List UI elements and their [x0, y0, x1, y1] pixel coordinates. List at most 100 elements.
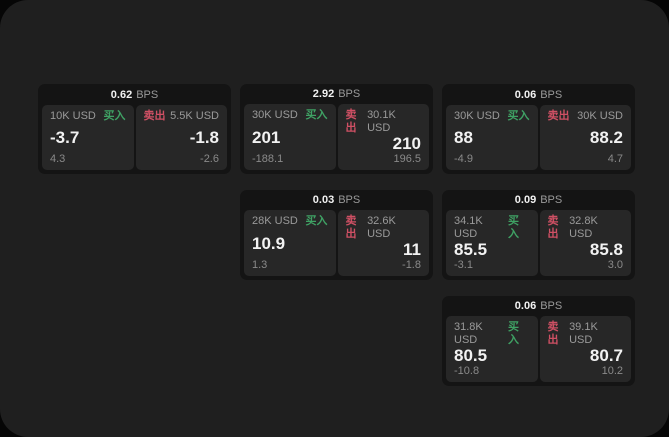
sell-tile[interactable]: 卖出 30.1K USD 210 196.5 — [337, 104, 429, 170]
sell-delta: -2.6 — [200, 153, 219, 165]
sell-tile[interactable]: 卖出 32.6K USD 11 -1.8 — [337, 210, 429, 276]
quote-tiles: 30K USD 买入 88 -4.9 卖出 30K USD 88.2 4.7 — [442, 105, 635, 174]
sell-price: 80.7 — [589, 346, 623, 365]
sell-tile-top: 卖出 32.8K USD — [548, 215, 624, 241]
quote-card-header: 0.09 BPS — [442, 190, 635, 210]
sell-side-label: 卖出 — [547, 110, 570, 122]
buy-side-label: 买入 — [103, 110, 126, 122]
sell-tile[interactable]: 卖出 39.1K USD 80.7 10.2 — [539, 316, 631, 382]
buy-delta: 4.3 — [50, 153, 66, 165]
sell-delta: -1.8 — [402, 259, 421, 271]
quote-tiles: 10K USD 买入 -3.7 4.3 卖出 5.5K USD -1.8 -2.… — [38, 105, 231, 174]
buy-side-label: 买入 — [507, 215, 519, 240]
buy-tile-top: 30K USD 买入 — [454, 110, 530, 123]
sell-price: 11 — [403, 240, 421, 259]
bps-suffix-label: BPS — [338, 88, 361, 100]
buy-delta: -10.8 — [454, 365, 480, 377]
quote-card: 0.09 BPS 34.1K USD 买入 85.5 -3.1 卖出 32.8K… — [442, 190, 635, 280]
quote-card-header: 0.62 BPS — [38, 84, 231, 105]
sell-tile-top: 卖出 30K USD — [548, 110, 624, 123]
quote-tiles: 30K USD 买入 201 -188.1 卖出 30.1K USD 210 1… — [240, 104, 433, 174]
quote-card: 0.03 BPS 28K USD 买入 10.9 1.3 卖出 32.6K US… — [240, 190, 433, 280]
quote-card: 0.06 BPS 31.8K USD 买入 80.5 -10.8 卖出 39.1… — [442, 296, 635, 386]
sell-delta: 3.0 — [607, 259, 623, 271]
quote-card-header: 0.06 BPS — [442, 84, 635, 105]
sell-side-label: 卖出 — [345, 215, 357, 240]
sell-notional: 39.1K USD — [569, 321, 598, 346]
buy-tile-top: 31.8K USD 买入 — [454, 321, 530, 347]
sell-tile[interactable]: 卖出 5.5K USD -1.8 -2.6 — [135, 105, 227, 170]
buy-notional: 30K USD — [454, 110, 500, 122]
sell-side-label: 卖出 — [345, 109, 357, 134]
sell-tile-top: 卖出 5.5K USD — [144, 110, 220, 123]
buy-price: -3.7 — [50, 128, 80, 147]
buy-delta: -4.9 — [454, 153, 473, 165]
buy-tile-top: 28K USD 买入 — [252, 215, 328, 228]
quote-tiles: 28K USD 买入 10.9 1.3 卖出 32.6K USD 11 -1.8 — [240, 210, 433, 280]
buy-price: 88 — [454, 128, 473, 147]
sell-delta: 196.5 — [393, 153, 421, 165]
bps-suffix-label: BPS — [540, 88, 563, 101]
bps-value: 0.62 — [110, 88, 133, 101]
buy-notional: 31.8K USD — [454, 321, 483, 346]
sell-notional: 30K USD — [577, 110, 623, 122]
buy-notional: 10K USD — [50, 110, 96, 122]
bps-value: 0.03 — [312, 194, 335, 206]
sell-side-label: 卖出 — [547, 215, 559, 240]
buy-price: 10.9 — [252, 233, 286, 253]
sell-tile[interactable]: 卖出 30K USD 88.2 4.7 — [539, 105, 631, 170]
buy-price: 85.5 — [454, 240, 488, 259]
bps-suffix-label: BPS — [338, 194, 361, 206]
sell-price: 85.8 — [589, 240, 623, 259]
buy-delta: 1.3 — [252, 259, 268, 271]
buy-side-label: 买入 — [507, 110, 530, 122]
sell-tile-top: 卖出 32.6K USD — [346, 215, 422, 241]
sell-notional: 32.8K USD — [569, 215, 598, 240]
buy-side-label: 买入 — [507, 321, 519, 346]
bps-value: 2.92 — [312, 88, 335, 100]
buy-tile[interactable]: 10K USD 买入 -3.7 4.3 — [42, 105, 134, 170]
buy-tile-top: 10K USD 买入 — [50, 110, 126, 123]
quote-card-header: 2.92 BPS — [240, 84, 433, 104]
bps-suffix-label: BPS — [136, 88, 159, 101]
sell-price: 210 — [392, 134, 421, 153]
bps-suffix-label: BPS — [540, 300, 563, 312]
sell-tile[interactable]: 卖出 32.8K USD 85.8 3.0 — [539, 210, 631, 276]
buy-notional: 28K USD — [252, 215, 298, 227]
sell-delta: 4.7 — [607, 153, 623, 165]
buy-price: 80.5 — [454, 346, 488, 365]
sell-side-label: 卖出 — [143, 110, 166, 122]
sell-notional: 5.5K USD — [170, 110, 219, 122]
sell-tile-top: 卖出 39.1K USD — [548, 321, 624, 347]
bps-value: 0.06 — [514, 300, 537, 312]
buy-tile[interactable]: 30K USD 买入 88 -4.9 — [446, 105, 538, 170]
buy-delta: -188.1 — [252, 153, 284, 165]
sell-price: -1.8 — [189, 128, 219, 147]
buy-side-label: 买入 — [305, 215, 328, 227]
sell-side-label: 卖出 — [547, 321, 559, 346]
bps-value: 0.09 — [514, 194, 537, 206]
quote-tiles: 31.8K USD 买入 80.5 -10.8 卖出 39.1K USD 80.… — [442, 316, 635, 386]
sell-notional: 32.6K USD — [367, 215, 396, 240]
sell-delta: 10.2 — [601, 365, 623, 377]
quote-card: 2.92 BPS 30K USD 买入 201 -188.1 卖出 30.1K … — [240, 84, 433, 174]
sell-notional: 30.1K USD — [367, 109, 396, 134]
buy-tile[interactable]: 31.8K USD 买入 80.5 -10.8 — [446, 316, 538, 382]
buy-tile-top: 30K USD 买入 — [252, 109, 328, 122]
quote-card: 0.06 BPS 30K USD 买入 88 -4.9 卖出 30K USD 8… — [442, 84, 635, 174]
buy-price: 201 — [252, 127, 281, 147]
quote-card: 0.62 BPS 10K USD 买入 -3.7 4.3 卖出 5.5K USD… — [38, 84, 231, 174]
quote-card-header: 0.06 BPS — [442, 296, 635, 316]
sell-tile-top: 卖出 30.1K USD — [346, 109, 422, 135]
quote-tiles: 34.1K USD 买入 85.5 -3.1 卖出 32.8K USD 85.8… — [442, 210, 635, 280]
sell-price: 88.2 — [589, 128, 623, 147]
bps-suffix-label: BPS — [540, 194, 563, 206]
buy-tile-top: 34.1K USD 买入 — [454, 215, 530, 241]
buy-tile[interactable]: 28K USD 买入 10.9 1.3 — [244, 210, 336, 276]
buy-tile[interactable]: 30K USD 买入 201 -188.1 — [244, 104, 336, 170]
buy-notional: 30K USD — [252, 109, 298, 121]
buy-tile[interactable]: 34.1K USD 买入 85.5 -3.1 — [446, 210, 538, 276]
buy-notional: 34.1K USD — [454, 215, 483, 240]
